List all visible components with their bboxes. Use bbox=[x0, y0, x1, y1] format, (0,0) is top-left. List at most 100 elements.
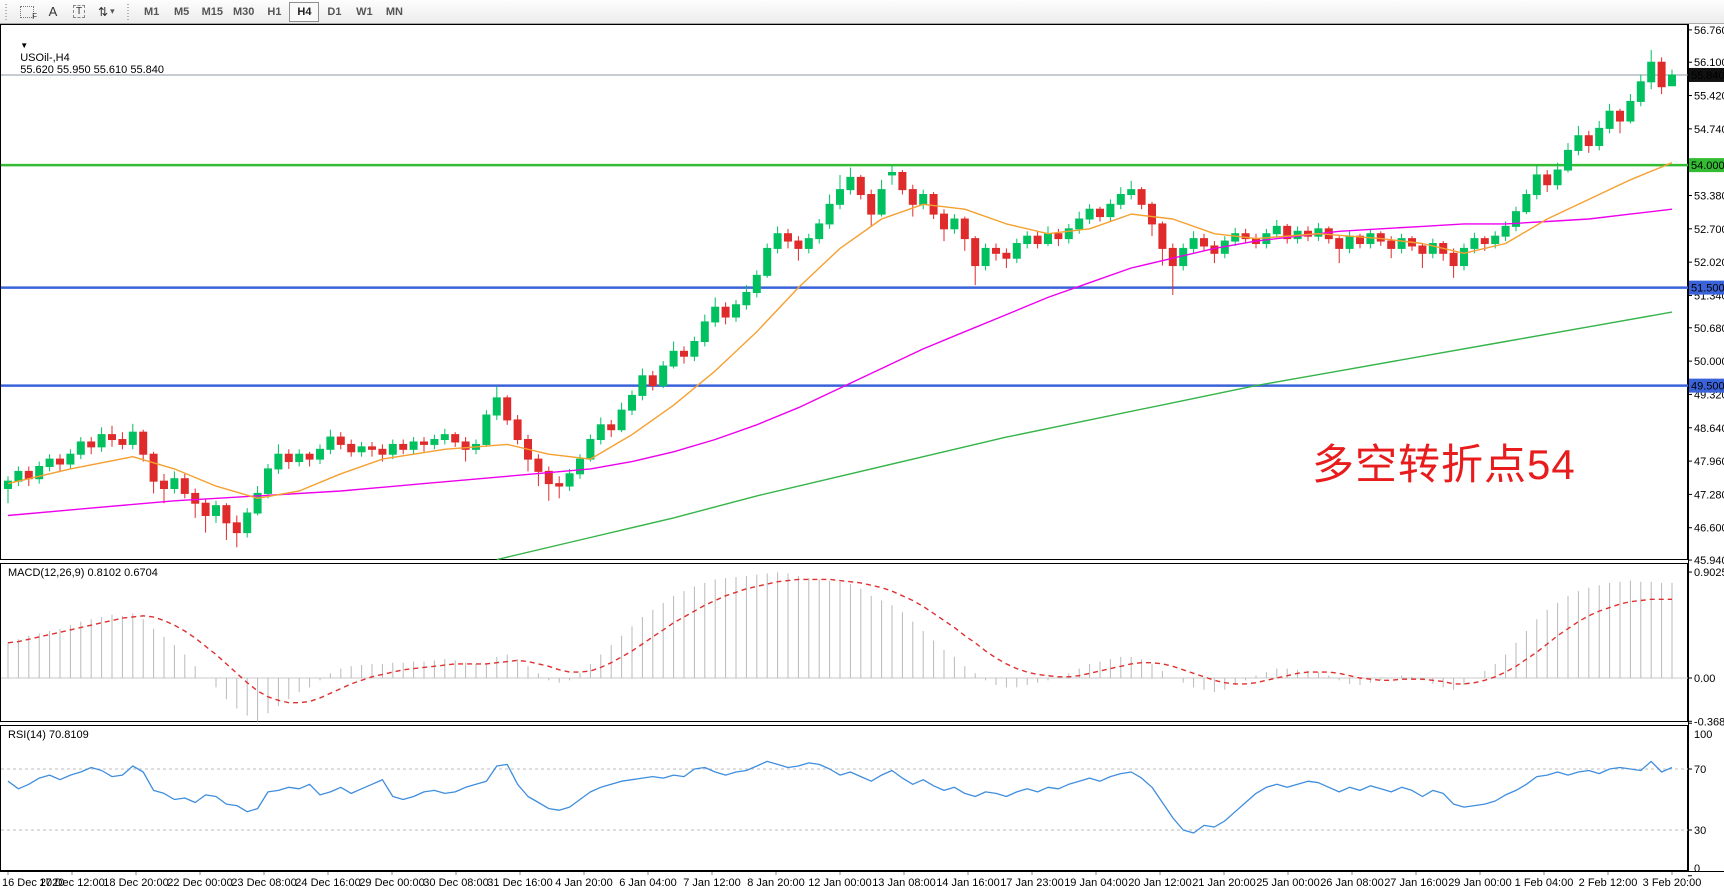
candle-body bbox=[316, 448, 324, 460]
ma-fast-line bbox=[7, 162, 1673, 499]
time-axis-label: 23 Dec 08:00 bbox=[231, 877, 296, 889]
candle-body bbox=[1116, 194, 1125, 205]
candle-body bbox=[503, 397, 512, 421]
candle-body bbox=[326, 436, 335, 450]
price-axis-label: 56.100 bbox=[1694, 57, 1724, 69]
time-axis-label: 24 Dec 16:00 bbox=[295, 877, 360, 889]
timeframe-button-m5[interactable]: M5 bbox=[167, 2, 197, 22]
time-axis-label: 26 Jan 08:00 bbox=[1320, 877, 1384, 889]
candle-body bbox=[1200, 238, 1208, 247]
candle-body bbox=[596, 424, 605, 441]
candle-body bbox=[669, 350, 678, 367]
candle-body bbox=[388, 443, 397, 455]
time-axis-label: 2 Feb 12:00 bbox=[1579, 877, 1638, 889]
candle-body bbox=[1397, 238, 1406, 249]
candle-body bbox=[97, 434, 106, 448]
timeframe-button-mn[interactable]: MN bbox=[379, 2, 409, 22]
collapse-caret-icon: ▼ bbox=[20, 41, 29, 50]
candle-body bbox=[1345, 235, 1354, 249]
timeframe-button-d1[interactable]: D1 bbox=[319, 2, 349, 22]
candle-body bbox=[45, 458, 54, 467]
price-axis-label: 56.760 bbox=[1694, 25, 1724, 37]
rsi-line bbox=[7, 760, 1673, 834]
toolbar-grip[interactable] bbox=[4, 3, 9, 20]
price-badge-label: 55.840 bbox=[1691, 70, 1724, 82]
candle-body bbox=[940, 213, 948, 230]
rsi-panel[interactable] bbox=[0, 725, 1688, 871]
candle-body bbox=[14, 470, 23, 482]
price-axis-label: 45.940 bbox=[1694, 555, 1724, 567]
text-label-button[interactable]: A bbox=[41, 2, 65, 22]
timeframe-button-m1[interactable]: M1 bbox=[137, 2, 167, 22]
price-axis-label: 52.700 bbox=[1694, 224, 1724, 236]
candle-body bbox=[461, 441, 470, 450]
timeframe-toolbar: M1 M5 M15 M30 H1 H4 D1 W1 MN bbox=[137, 1, 410, 22]
candle-body bbox=[1314, 228, 1323, 237]
price-axis-label: 47.960 bbox=[1694, 456, 1724, 468]
timeframe-button-m30[interactable]: M30 bbox=[228, 2, 259, 22]
candle-body bbox=[680, 350, 688, 357]
candle-body bbox=[773, 233, 782, 249]
price-axis-label: 47.280 bbox=[1694, 489, 1724, 501]
candle-body bbox=[482, 414, 491, 445]
candle-body bbox=[711, 306, 720, 323]
time-axis-label: 29 Dec 00:00 bbox=[359, 877, 424, 889]
candle-body bbox=[648, 375, 657, 387]
text-object-button[interactable]: T bbox=[67, 2, 91, 22]
candle-body bbox=[1335, 238, 1344, 249]
drawing-tools-button[interactable]: ⇅ ▾ bbox=[93, 2, 120, 22]
candle-body bbox=[1002, 252, 1011, 259]
candle-body bbox=[867, 194, 876, 215]
rsi-axis-label: 70 bbox=[1694, 764, 1706, 776]
macd-signal-line bbox=[7, 578, 1672, 704]
time-axis-label: 16 Dec 2020 bbox=[2, 877, 64, 889]
candle-body bbox=[212, 505, 220, 516]
macd-panel[interactable] bbox=[0, 563, 1688, 722]
toolbar-grip[interactable] bbox=[125, 3, 131, 20]
candle-body bbox=[336, 436, 345, 445]
candle-body bbox=[1241, 233, 1250, 240]
candle-body bbox=[981, 247, 990, 267]
rsi-axis-label: 100 bbox=[1694, 729, 1712, 741]
candle-body bbox=[1023, 235, 1032, 245]
time-axis-label: 12 Jan 00:00 bbox=[808, 877, 872, 889]
candle-body bbox=[1668, 74, 1676, 87]
time-axis-label: 3 Feb 20:00 bbox=[1643, 877, 1702, 889]
chart-text-annotation[interactable]: 多空转折点54 bbox=[1312, 441, 1576, 488]
candle-body bbox=[274, 453, 283, 470]
candle-body bbox=[1096, 208, 1104, 218]
price-axis-label: 50.000 bbox=[1694, 356, 1724, 368]
candle-body bbox=[1428, 243, 1437, 254]
candle-body bbox=[628, 394, 636, 411]
ohlc-readout: 55.620 55.950 55.610 55.840 bbox=[20, 64, 164, 76]
candle-body bbox=[836, 189, 844, 205]
grid-f-icon: F bbox=[20, 5, 37, 21]
candle-body bbox=[295, 453, 304, 463]
price-badge-label: 49.500 bbox=[1691, 381, 1724, 393]
price-panel[interactable] bbox=[0, 24, 1688, 560]
timeframe-button-h4[interactable]: H4 bbox=[289, 1, 320, 22]
candle-body bbox=[1595, 127, 1604, 147]
timeframe-button-h1[interactable]: H1 bbox=[259, 2, 289, 22]
candle-body bbox=[1231, 233, 1240, 242]
candle-body bbox=[420, 441, 428, 445]
timeframe-button-w1[interactable]: W1 bbox=[349, 2, 379, 22]
price-badge-label: 51.500 bbox=[1691, 283, 1724, 295]
rsi-axis: 100 70 30 0 bbox=[1688, 722, 1712, 877]
candle-body bbox=[1449, 252, 1458, 267]
candle-body bbox=[430, 439, 439, 445]
candle-body bbox=[378, 448, 387, 455]
candle-body bbox=[794, 240, 803, 249]
candle-body bbox=[1137, 189, 1146, 205]
candle-body bbox=[399, 443, 408, 450]
letter-a-icon: A bbox=[48, 4, 58, 19]
candle-body bbox=[180, 478, 189, 494]
rsi-indicator-label: RSI(14) 70.8109 bbox=[8, 729, 89, 741]
candle-body bbox=[191, 492, 200, 504]
indicator-window-button[interactable]: F bbox=[15, 2, 39, 22]
chevron-down-icon: ▾ bbox=[110, 6, 115, 16]
timeframe-button-m15[interactable]: M15 bbox=[197, 2, 228, 22]
price-badge-49.500 bbox=[1689, 378, 1724, 393]
